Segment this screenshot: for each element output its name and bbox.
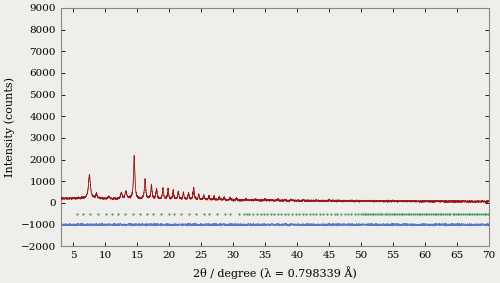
Y-axis label: Intensity (counts): Intensity (counts) xyxy=(4,77,15,177)
X-axis label: 2θ / degree (λ = 0.798339 Å): 2θ / degree (λ = 0.798339 Å) xyxy=(193,266,356,278)
